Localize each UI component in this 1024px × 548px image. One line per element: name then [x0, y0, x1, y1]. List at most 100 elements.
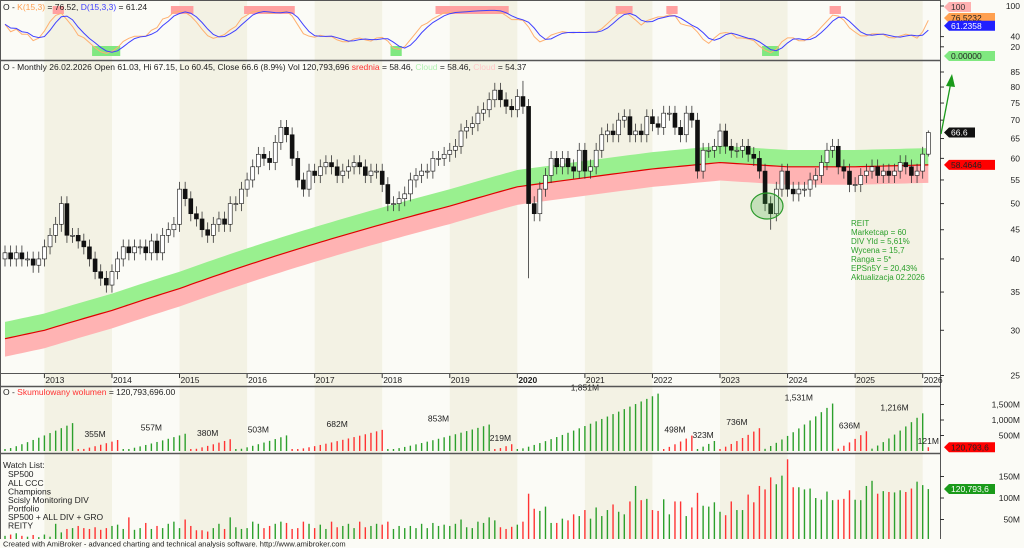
stoch-d-line: [4, 9, 929, 53]
tag-stoch-100-bg: [944, 2, 971, 12]
candle-up: [560, 158, 565, 168]
candle-up: [486, 99, 492, 111]
candle-down: [582, 149, 588, 172]
stochastic-panel[interactable]: [4, 6, 929, 56]
cumulative-volume-panel[interactable]: 355M 557M 380M 503M 682M 853M 219M 1,851M 498M 32…: [4, 383, 939, 451]
year-label: 2015: [181, 375, 200, 385]
candle-down: [689, 112, 695, 121]
candle-down: [154, 240, 160, 254]
tag-srednia-text: 58.4646: [951, 160, 982, 170]
candle-up: [621, 116, 627, 121]
cumvol-label: 682M: [327, 419, 348, 429]
overbought-zone: [615, 6, 633, 14]
candle-up: [481, 109, 486, 114]
candle-up: [2, 252, 8, 260]
year-shade-2017: [314, 1, 383, 539]
candle-down: [835, 145, 841, 168]
year-label: 2014: [113, 375, 132, 385]
tag-cumvol-text: 120,793,6: [951, 442, 989, 452]
candle-up: [464, 127, 469, 132]
candle-up: [42, 246, 47, 260]
candle-up: [644, 116, 650, 136]
candle-down: [903, 162, 909, 168]
year-label: 2024: [789, 375, 808, 385]
axis-label: 1,500M: [992, 400, 1020, 410]
candle-up: [537, 188, 543, 215]
candle-down: [301, 179, 306, 190]
candle-down: [655, 123, 661, 128]
tag-stoch-d-bg: [944, 20, 995, 31]
candle-down: [509, 106, 515, 111]
candle-up: [492, 89, 498, 101]
candle-up: [633, 130, 638, 136]
tag-volume: 120,793,6: [944, 484, 995, 495]
tag-srednia-bg: [944, 159, 995, 170]
up-arrow-icon: [940, 74, 955, 135]
candle-up: [683, 112, 689, 136]
year-shade-2023: [720, 1, 788, 539]
watch-list-item[interactable]: Scisly Monitoring DIV: [8, 495, 89, 505]
overbought-zone: [170, 6, 194, 14]
axis-label: 20: [1011, 42, 1021, 52]
tag-stoch-k-bg: [944, 12, 995, 23]
candle-down: [81, 240, 87, 248]
axis-label: 30: [1011, 325, 1021, 335]
cumvol-label: 323M: [692, 430, 713, 440]
candle-down: [531, 203, 537, 215]
overbought-zone: [666, 6, 678, 14]
watch-list-title: Watch List:: [3, 460, 45, 470]
candle-down: [75, 234, 81, 242]
axis-label: 65: [1011, 134, 1021, 144]
cumvol-label: 736M: [726, 417, 747, 427]
watch-list-item[interactable]: REITY: [8, 521, 33, 531]
candle-up: [177, 188, 182, 225]
cumvol-legend: O - Skumulowany wolumen = 120,793,696.00: [3, 387, 176, 397]
watch-list: Watch List: SP500 ALL CCC Champions Scis…: [3, 460, 104, 531]
candle-up: [53, 223, 58, 236]
watch-list-item[interactable]: SP500: [8, 469, 34, 479]
candle-down: [64, 203, 70, 236]
watch-list-item[interactable]: Portfolio: [8, 504, 39, 514]
candle-up: [593, 149, 599, 168]
candle-down: [284, 127, 289, 136]
candle-up: [475, 112, 481, 125]
cumvol-label: 557M: [141, 423, 162, 433]
candle-up: [306, 170, 312, 190]
candle-up: [447, 149, 453, 155]
info-rank: Ranga = 5*: [851, 255, 891, 264]
year-shade-2013: [44, 1, 112, 539]
axis-label: 1,000M: [992, 415, 1020, 425]
candle-up: [250, 166, 256, 181]
candle-down: [610, 130, 616, 136]
info-box: REIT Marketcap = 60 DIV Yld = 5,61% Wyce…: [851, 219, 925, 282]
candle-down: [357, 162, 362, 168]
candle-down: [92, 258, 98, 272]
candle-up: [109, 271, 115, 286]
watch-list-item[interactable]: Champions: [8, 487, 51, 497]
candle-up: [317, 166, 323, 176]
axis-label: 80: [1011, 82, 1021, 92]
tag-stoch-d-text: 61.2358: [951, 21, 982, 31]
candle-down: [19, 252, 25, 260]
watch-list-item[interactable]: SP500 + ALL DIV + GRO: [8, 512, 104, 522]
candle-up: [272, 142, 278, 163]
candle-up: [419, 170, 424, 176]
overbought-zone: [435, 6, 509, 14]
axis-label: 60: [1011, 153, 1021, 163]
candle-up: [436, 158, 441, 160]
candle-up: [599, 134, 605, 151]
axis-label: 85: [1011, 67, 1021, 77]
watch-list-item[interactable]: ALL CCC: [8, 478, 44, 488]
year-label: 2022: [653, 375, 672, 385]
candle-up: [858, 175, 864, 185]
price-panel[interactable]: [2, 80, 931, 357]
candle-down: [638, 130, 644, 136]
candle-up: [25, 258, 30, 261]
candle-down: [289, 134, 295, 159]
candle-down: [104, 277, 109, 286]
tag-stoch-k: 76.5232: [944, 12, 995, 23]
info-sector: REIT: [851, 219, 869, 228]
volume-panel[interactable]: [4, 459, 930, 539]
candle-up: [441, 153, 447, 159]
